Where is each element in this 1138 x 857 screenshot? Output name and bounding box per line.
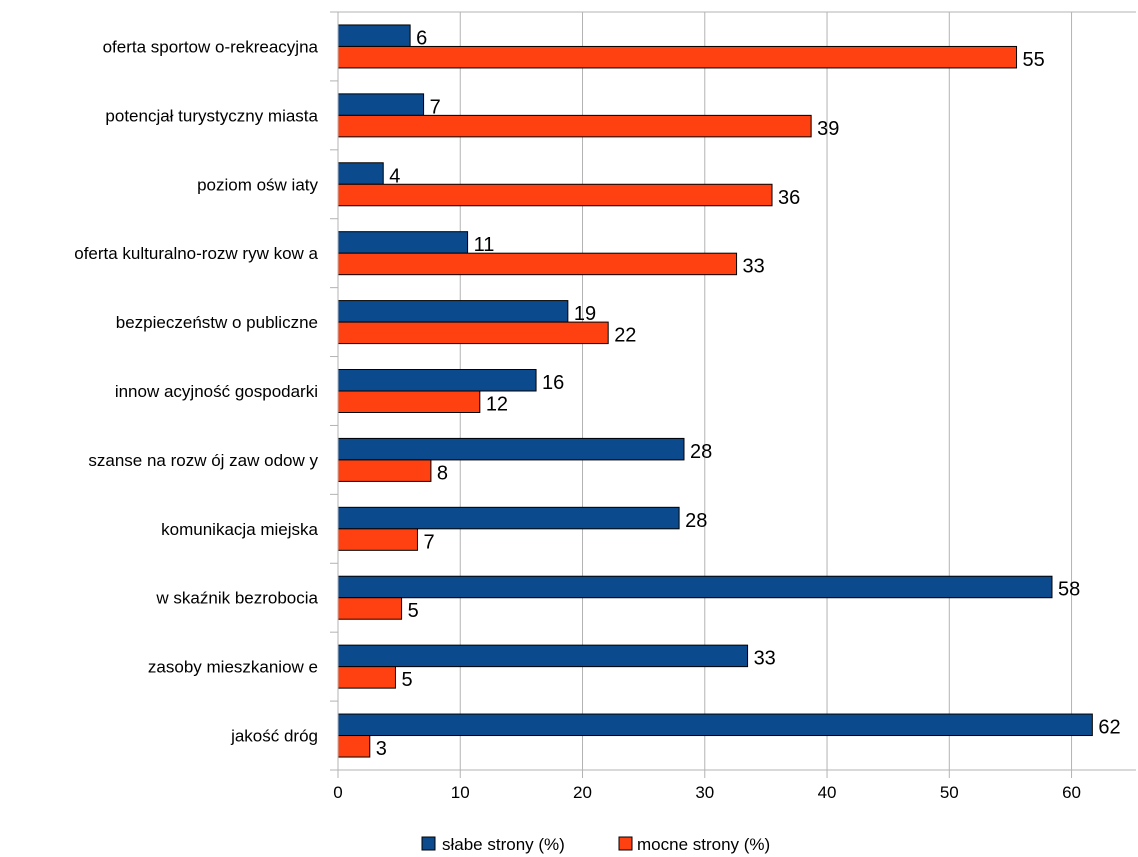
data-label: 5 — [408, 600, 419, 622]
category-label: oferta kulturalno-rozw ryw kow a — [74, 244, 318, 263]
x-tick-label: 20 — [573, 783, 592, 802]
category-label: innow acyjność gospodarki — [115, 382, 318, 401]
bar-mocne — [337, 666, 396, 689]
data-label: 33 — [743, 256, 765, 278]
data-label: 3 — [376, 738, 387, 760]
legend-label-slabe: słabe strony (%) — [442, 835, 565, 854]
bar-mocne — [337, 597, 403, 620]
legend-label-mocne: mocne strony (%) — [637, 835, 770, 854]
x-tick-label: 0 — [333, 783, 342, 802]
data-label: 16 — [542, 372, 564, 394]
data-label: 58 — [1058, 579, 1080, 601]
bar-mocne — [337, 459, 432, 482]
data-label: 28 — [690, 441, 712, 463]
category-label: oferta sportow o-rekreacyjna — [103, 37, 319, 56]
data-label: 8 — [437, 462, 448, 484]
bar-slabe — [337, 300, 569, 323]
category-label: w skaźnik bezrobocia — [155, 589, 318, 608]
bar-slabe — [337, 93, 425, 116]
bar-mocne — [337, 45, 1018, 69]
category-label: komunikacja miejska — [161, 520, 318, 539]
x-tick-label: 30 — [695, 783, 714, 802]
data-label: 39 — [817, 118, 839, 140]
bar-slabe — [337, 162, 384, 185]
data-label: 62 — [1098, 717, 1120, 739]
legend: słabe strony (%) mocne strony (%) — [421, 835, 770, 854]
bar-mocne — [337, 390, 481, 413]
bar-mocne — [337, 114, 812, 138]
data-label: 12 — [486, 394, 508, 416]
x-tick-label: 40 — [818, 783, 837, 802]
data-label: 7 — [430, 96, 441, 118]
bar-slabe — [337, 575, 1053, 599]
data-label: 5 — [401, 669, 412, 691]
data-label: 11 — [474, 234, 495, 256]
bar-mocne — [337, 252, 738, 276]
data-label: 19 — [574, 303, 596, 325]
legend-swatch-mocne — [618, 836, 633, 851]
x-tick-label: 60 — [1062, 783, 1081, 802]
data-label: 6 — [416, 27, 427, 49]
bar-slabe — [337, 437, 685, 461]
category-label: szanse na rozw ój zaw odow y — [88, 451, 318, 470]
axes — [330, 11, 1136, 778]
bar-slabe — [337, 369, 537, 392]
x-tick-label: 50 — [940, 783, 959, 802]
labels: 0 10 20 30 40 50 60 oferta sportow o-rekreacyjn… — [74, 27, 1120, 802]
data-label: 28 — [685, 510, 707, 532]
bar-slabe — [337, 506, 680, 530]
bar-slabe — [337, 231, 469, 254]
category-label: bezpieczeństw o publiczne — [116, 313, 318, 332]
data-label: 33 — [754, 648, 776, 670]
bar-slabe — [337, 713, 1093, 737]
data-label: 7 — [423, 531, 434, 553]
bar-mocne — [337, 321, 609, 345]
data-label: 4 — [389, 165, 400, 187]
category-label: potencjał turystyczny miasta — [105, 106, 318, 125]
data-label: 36 — [778, 187, 800, 209]
bars — [337, 24, 1093, 758]
data-label: 22 — [614, 325, 636, 347]
category-label: zasoby mieszkaniow e — [148, 658, 318, 677]
data-label: 55 — [1023, 49, 1045, 71]
bar-mocne — [337, 183, 773, 207]
bar-slabe — [337, 24, 411, 47]
category-label: jakość dróg — [230, 727, 318, 746]
bar-mocne — [337, 528, 418, 551]
bar-slabe — [337, 644, 749, 668]
gridlines — [338, 11, 1136, 770]
legend-swatch-slabe — [421, 836, 436, 851]
x-tick-label: 10 — [451, 783, 470, 802]
category-label: poziom ośw iaty — [197, 175, 318, 194]
bar-mocne — [337, 735, 371, 758]
